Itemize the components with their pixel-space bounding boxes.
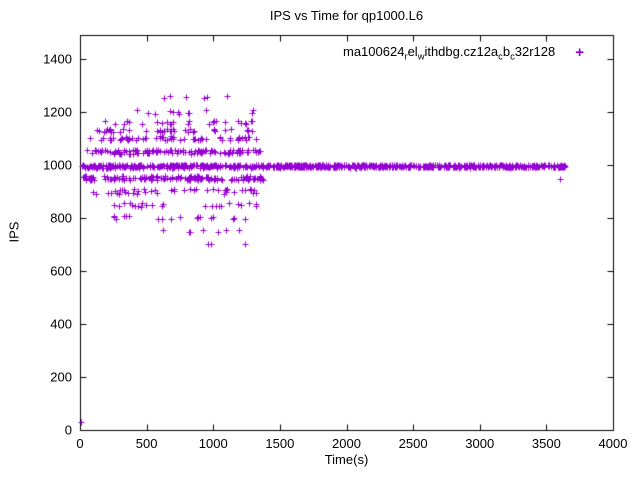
x-tick-label: 500 <box>135 436 158 451</box>
x-tick-label: 3000 <box>465 436 495 451</box>
x-axis-label: Time(s) <box>324 452 369 467</box>
y-axis-label: IPS <box>6 221 22 243</box>
x-tick-label: 4000 <box>598 436 628 451</box>
legend-marker-icon: + <box>575 44 584 62</box>
legend-label-text: el <box>407 44 418 59</box>
legend-label-text: b <box>502 44 511 59</box>
legend-label-text: 32r128 <box>514 44 556 59</box>
x-tick-label: 1000 <box>198 436 228 451</box>
y-tick-label: 0 <box>64 422 72 438</box>
y-tick-label: 600 <box>50 263 72 279</box>
x-tick-label: 3500 <box>531 436 561 451</box>
legend-label: ma100624relwithdbg.cz12acbc32r128 <box>343 44 555 62</box>
legend: ma100624relwithdbg.cz12acbc32r128 + <box>343 44 584 62</box>
y-tick-label: 1000 <box>43 157 72 173</box>
y-tick-label: 200 <box>50 369 72 385</box>
chart-title: IPS vs Time for qp1000.L6 <box>269 8 424 23</box>
legend-label-subscript: r <box>404 51 408 62</box>
y-tick-label: 1400 <box>43 51 72 67</box>
legend-label-text: ithdbg.cz12a <box>424 44 499 59</box>
x-tick-label: 2000 <box>332 436 361 451</box>
x-tick-label: 1500 <box>265 436 295 451</box>
y-tick-label: 400 <box>50 316 72 332</box>
legend-label-text: ma100624 <box>342 44 405 59</box>
y-tick-label: 1200 <box>43 104 72 120</box>
legend-label-subscript: c <box>498 51 503 62</box>
x-tick-label: 0 <box>76 436 84 451</box>
y-tick-label: 800 <box>50 210 72 226</box>
legend-label-subscript: w <box>417 51 425 62</box>
x-tick-label: 2500 <box>398 436 428 451</box>
legend-label-subscript: c <box>510 51 515 62</box>
